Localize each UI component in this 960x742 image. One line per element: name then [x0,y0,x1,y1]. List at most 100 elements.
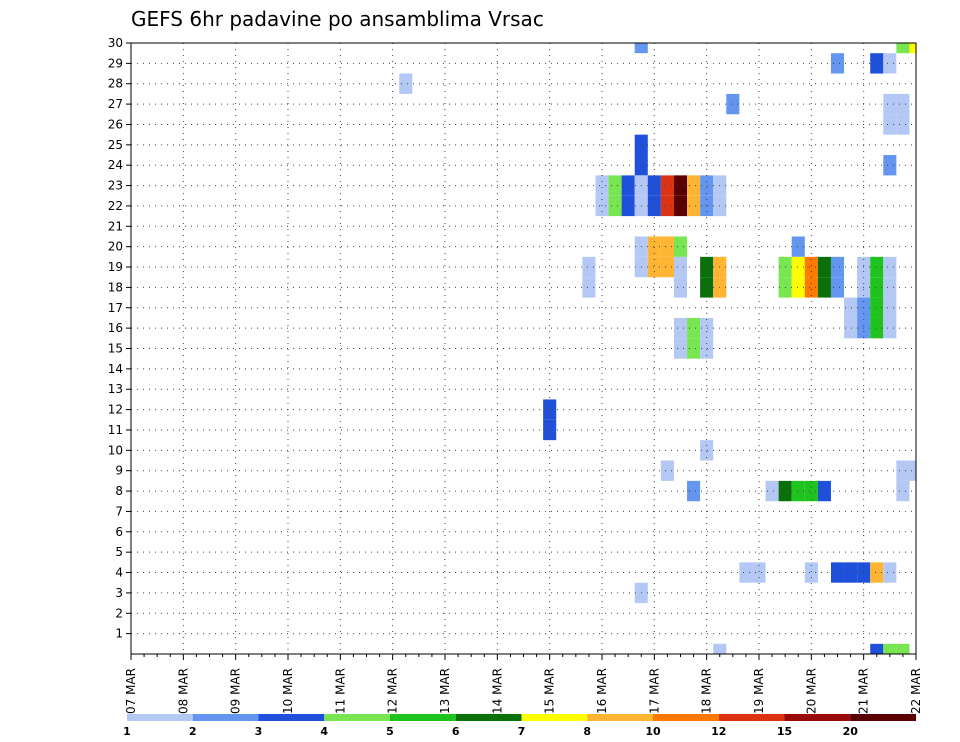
heatmap-cell [883,114,897,135]
heatmap-cell [673,256,688,278]
heatmap-cell [687,195,701,217]
heatmap-cell [791,236,805,257]
heatmap-cell [817,256,831,278]
y-tick-label: 17 [108,301,123,315]
heatmap-cell [870,297,884,318]
y-tick-label: 20 [108,240,123,254]
heatmap-cell [687,480,701,502]
heatmap-cell [700,175,714,196]
x-tick-label: 22 MAR [909,668,923,714]
legend-label: 1 [123,725,131,738]
heatmap-cell [883,256,897,278]
x-tick-label: 13 MAR [438,668,452,714]
x-tick-label: 07 MAR [124,668,138,714]
heatmap-cell [660,460,674,481]
heatmap-cell [791,277,805,298]
heatmap-cell [870,317,884,339]
legend-swatch [324,714,390,721]
y-tick-label: 28 [108,77,123,91]
heatmap-cell [909,43,916,54]
plot-area-frame [130,42,917,655]
heatmap-cell [844,562,858,583]
x-tick-label: 12 MAR [386,668,400,714]
heatmap-cell [883,277,897,298]
heatmap-cell [634,43,648,54]
legend-label: 3 [255,725,263,738]
grid-lines [131,42,916,654]
legend-swatch [192,714,259,721]
heatmap-cell [582,256,596,278]
y-tick-label: 11 [108,423,123,437]
heatmap-cell [647,175,661,196]
heatmap-cell [660,175,674,196]
legend-swatch [258,714,325,721]
y-tick-label: 9 [115,464,123,478]
heatmap-cell [673,175,688,196]
heatmap-cell [817,277,831,298]
y-tick-label: 15 [108,342,123,356]
heatmap-cell [804,277,818,298]
heatmap-cell [660,236,674,257]
y-tick-label: 8 [115,484,123,498]
y-tick-label: 7 [115,504,123,518]
heatmap-cell [883,317,897,339]
heatmap-cell [870,562,884,583]
legend-label: 6 [452,725,460,738]
heatmap-cell [673,195,688,217]
heatmap-cell [883,297,897,318]
heatmap-cell [896,460,910,481]
heatmap-cell [660,256,674,278]
heatmap-cell [883,562,897,583]
chart-title: GEFS 6hr padavine po ansamblima Vrsac [131,7,544,31]
legend-swatch [455,714,522,721]
y-tick-label: 25 [108,138,123,152]
heatmap-cell [608,195,622,217]
heatmap-cell [660,195,674,217]
heatmap-cell [844,297,858,318]
heatmap-cell [804,256,818,278]
legend-swatch [653,714,719,721]
x-tick-label: 20 MAR [804,668,818,714]
heatmap-cell [883,93,897,115]
y-tick-label: 21 [108,219,123,233]
legend-swatch [784,714,851,721]
heatmap-cell [608,175,622,196]
heatmap-cell [830,562,845,583]
heatmap-cell [830,53,845,74]
x-tick-label: 14 MAR [490,668,504,714]
y-tick-label: 29 [108,56,123,70]
legend-label: 12 [711,725,726,738]
x-tick-label: 10 MAR [281,668,295,714]
heatmap-cell [739,562,753,583]
heatmap-cell [896,480,910,502]
heatmap-cell [700,317,714,339]
heatmap-cell [673,317,688,339]
heatmap-cell [765,480,779,502]
axis-ticks [126,42,917,660]
heatmap-cell [687,338,701,359]
heatmap-cell [713,643,727,654]
heatmap-cell [726,93,740,115]
x-tick-label: 11 MAR [333,668,347,714]
heatmap-cell [896,43,910,54]
color-legend: 1 2 3 4 5 6 7 8 10 12 15 20 [123,714,916,738]
heatmap-cell [673,277,688,298]
heatmap-cell [870,277,884,298]
y-axis-labels: 1234567891011121314151617181920212223242… [108,36,123,641]
x-tick-label: 15 MAR [543,668,557,714]
x-tick-label: 09 MAR [229,668,243,714]
x-tick-label: 17 MAR [647,668,661,714]
heatmap-cell [399,73,413,94]
x-axis-labels: 07 MAR 08 MAR 09 MAR 10 MAR 11 MAR 12 MAR 13 M… [124,668,923,714]
legend-label: 10 [645,725,661,738]
heatmap-cell [896,114,910,135]
heatmap-cell [595,175,609,196]
y-tick-label: 24 [108,158,123,172]
legend-swatch [521,714,588,721]
heatmap-cell [870,643,884,654]
heatmap-cell [817,480,831,502]
heatmap-cell [791,256,805,278]
heatmap-cell [883,643,897,654]
y-tick-label: 18 [108,280,123,294]
